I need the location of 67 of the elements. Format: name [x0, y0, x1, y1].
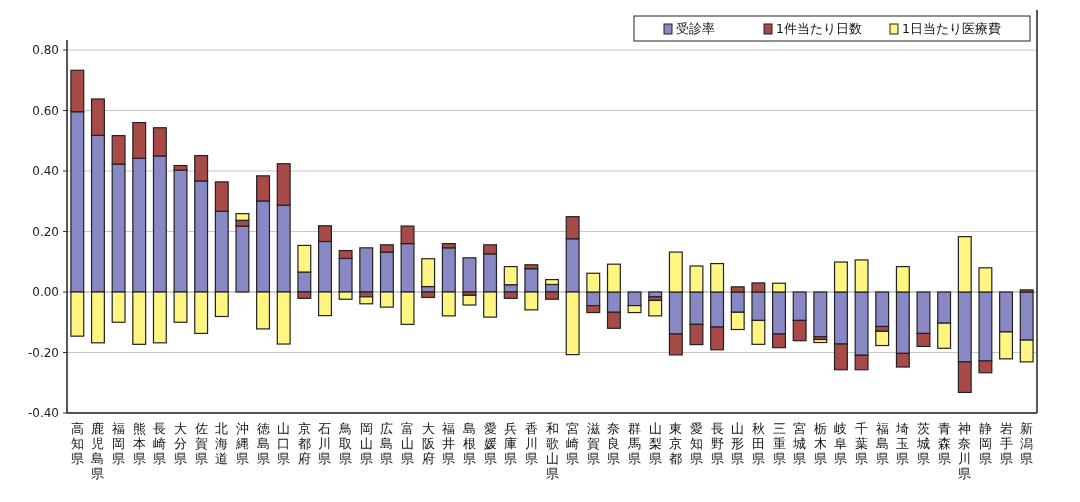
x-tick-label: 福島県	[875, 421, 889, 466]
x-tick-label: 新潟県	[1020, 421, 1034, 466]
y-tick-label: 0.80	[32, 43, 59, 57]
y-tick-label: 0.60	[32, 103, 59, 118]
x-tick-label: 鹿児島県	[91, 421, 105, 481]
bar	[875, 330, 890, 347]
x-tick-label: 長崎県	[153, 421, 167, 466]
x-tick-label: 神奈川県	[958, 421, 972, 481]
x-tick-label: 大分県	[174, 421, 188, 466]
x-tick-label: 大阪府	[421, 421, 435, 466]
x-tick-label: 静岡県	[978, 421, 992, 466]
x-tick-label: 千葉県	[855, 421, 869, 466]
x-tick-label: 奈良県	[607, 421, 621, 466]
x-tick-label: 香川県	[524, 421, 538, 466]
x-tick-label: 茨城県	[915, 421, 930, 466]
x-tick-label: 宮城県	[792, 421, 807, 466]
x-tick-label: 愛媛県	[483, 421, 497, 466]
bar	[875, 291, 890, 328]
bar	[421, 291, 436, 299]
x-tick-label: 沖縄県	[234, 421, 249, 466]
x-tick-label: 長野県	[710, 421, 724, 466]
x-tick-label: 広島県	[380, 421, 394, 466]
x-tick-label: 島根県	[462, 421, 476, 466]
x-tick-label: 山形県	[731, 421, 745, 466]
y-tick-label: -0.20	[27, 345, 59, 360]
x-tick-label: 徳島県	[256, 421, 270, 466]
x-tick-label: 高知県	[70, 421, 84, 466]
x-tick-label: 富山県	[401, 421, 415, 466]
x-tick-label: 石川県	[318, 421, 332, 466]
x-tick-label: 京都府	[297, 421, 311, 466]
x-tick-label: 山梨県	[648, 421, 662, 466]
legend-label: 1件当たり日数	[776, 21, 862, 36]
legend-label: 受診率	[676, 21, 715, 36]
x-tick-label: 岩手県	[999, 421, 1013, 466]
bar	[421, 258, 436, 288]
x-tick-label: 福井県	[442, 421, 456, 466]
legend-label: 1日当たり医療費	[902, 21, 1001, 36]
y-tick-label: 0.00	[32, 285, 59, 299]
y-tick-label: 0.40	[32, 164, 59, 178]
x-tick-label: 岡山県	[359, 421, 373, 466]
y-tick-label: 0.20	[32, 224, 59, 239]
x-tick-label: 岐阜県	[834, 421, 848, 466]
x-tick-label: 滋賀県	[586, 421, 600, 466]
x-tick-label: 東京都	[669, 421, 683, 466]
x-tick-label: 宮崎県	[566, 421, 580, 466]
x-tick-label: 愛知県	[689, 421, 703, 466]
x-tick-label: 和歌山県	[545, 421, 559, 481]
x-tick-label: 秋田県	[751, 421, 765, 466]
y-tick-label: -0.40	[27, 406, 59, 420]
x-tick-label: 青森県	[937, 421, 951, 466]
x-tick-label: 熊本県	[132, 421, 146, 466]
x-tick-label: 山口県	[277, 421, 291, 466]
bar	[648, 299, 663, 317]
x-tick-label: 三重県	[772, 421, 786, 466]
bar	[235, 225, 250, 293]
x-tick-label: 栃木県	[813, 421, 827, 466]
bar	[813, 291, 828, 338]
x-tick-label: 福岡県	[112, 421, 126, 466]
x-tick-label: 兵庫県	[504, 421, 518, 466]
x-tick-label: 佐賀県	[194, 421, 208, 466]
x-tick-label: 群馬県	[627, 421, 642, 466]
x-tick-label: 鳥取県	[338, 421, 353, 466]
x-tick-label: 埼玉県	[895, 421, 910, 466]
bar	[462, 294, 477, 306]
x-tick-label: 北海道	[215, 421, 229, 466]
bar	[359, 247, 374, 293]
bar	[462, 257, 477, 293]
